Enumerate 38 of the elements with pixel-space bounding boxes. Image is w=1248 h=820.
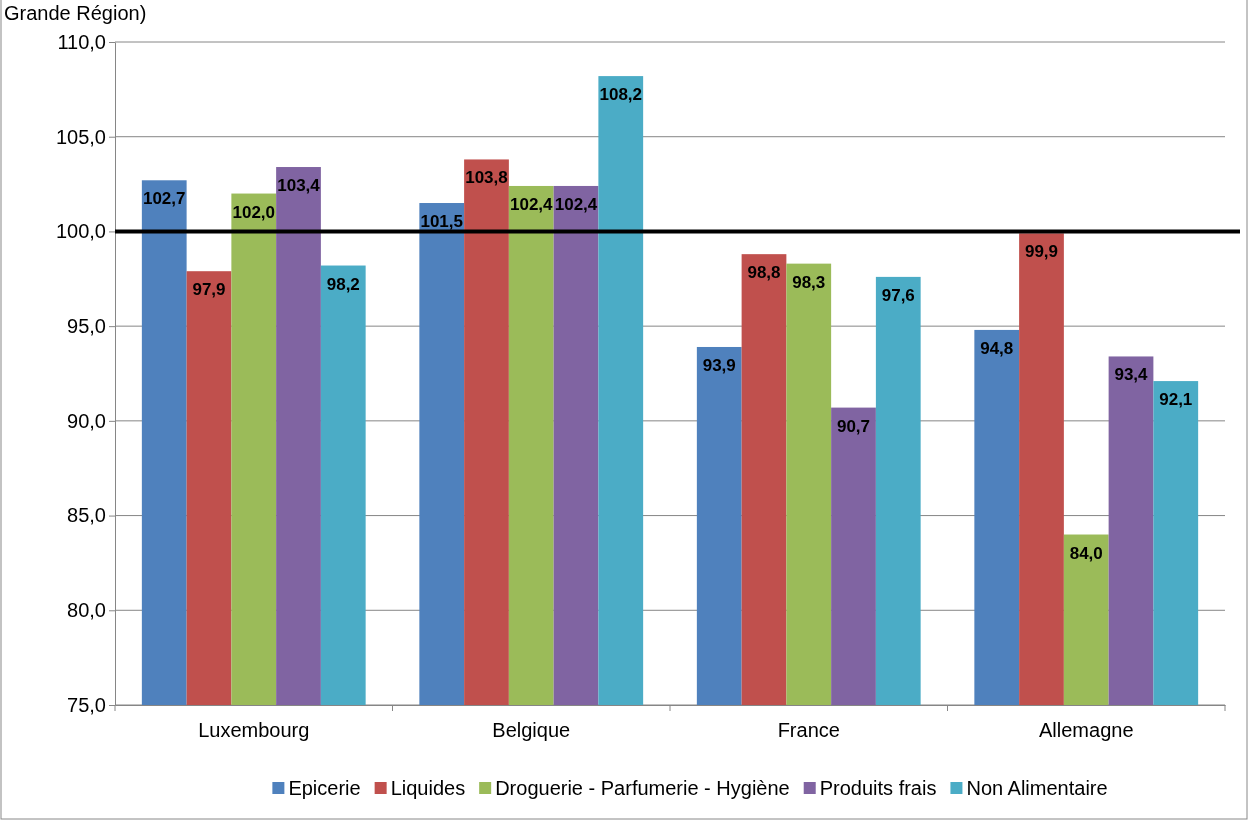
data-label: 102,0: [232, 202, 276, 222]
data-label: 90,7: [836, 416, 871, 436]
y-tick-label: 95,0: [67, 315, 106, 338]
data-label: 102,4: [509, 194, 554, 214]
data-label: 101,5: [420, 212, 464, 232]
y-tick-label: 100,0: [55, 220, 106, 243]
data-label: 84,0: [1069, 543, 1103, 563]
x-tick-label: Luxembourg: [198, 719, 310, 742]
legend-label: Non Alimentaire: [966, 777, 1108, 799]
legend-label: Droguerie - Parfumerie - Hygiène: [495, 777, 790, 799]
data-label: 97,9: [192, 280, 226, 300]
legend-label: Epicerie: [288, 777, 361, 799]
data-label: 93,9: [702, 355, 736, 375]
y-tick-label: 110,0: [57, 30, 106, 53]
data-label: 94,8: [980, 338, 1014, 358]
data-label: 92,1: [1159, 390, 1193, 410]
data-label: 99,9: [1024, 242, 1059, 262]
x-tick-label: France: [777, 719, 840, 742]
y-tick-label: 85,0: [67, 504, 106, 527]
y-tick-label: 105,0: [55, 125, 106, 148]
data-label: 98,3: [792, 272, 826, 292]
data-label: 103,8: [465, 168, 508, 188]
y-tick-label: 80,0: [67, 599, 106, 622]
y-tick-label: 75,0: [67, 693, 106, 716]
data-label: 97,6: [881, 285, 915, 305]
data-label: 102,4: [554, 194, 598, 214]
chart-title: Grande Région): [4, 2, 147, 24]
legend-label: Produits frais: [819, 777, 937, 799]
data-label: 102,7: [142, 189, 186, 209]
data-label: 98,2: [326, 274, 360, 294]
legend-label: Liquides: [390, 777, 466, 799]
data-label: 93,4: [1114, 365, 1149, 385]
data-label: 103,4: [277, 176, 321, 196]
x-tick-label: Belgique: [492, 719, 571, 742]
y-tick-label: 90,0: [67, 409, 106, 432]
data-label: 98,8: [747, 263, 781, 283]
x-tick-label: Allemagne: [1038, 719, 1134, 742]
data-label: 108,2: [599, 85, 643, 105]
